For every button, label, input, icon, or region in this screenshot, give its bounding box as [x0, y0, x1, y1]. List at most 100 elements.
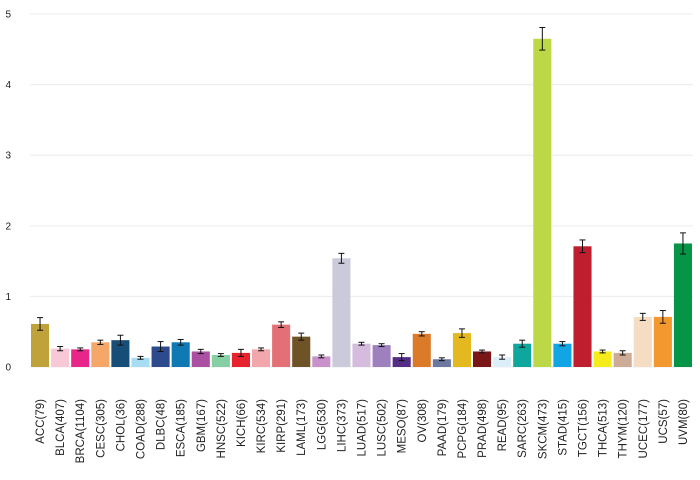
- error-bar-laml: [298, 332, 305, 341]
- y-tick-label: 0: [5, 363, 11, 374]
- error-bar-ov: [418, 331, 425, 337]
- error-bar-chol: [117, 334, 124, 346]
- bar-meso: [392, 357, 411, 367]
- error-bar-acc: [37, 317, 44, 331]
- error-bar-sarc: [519, 339, 526, 348]
- error-bar-tgct: [579, 239, 586, 254]
- bar-luad: [352, 343, 371, 367]
- y-axis-ticks: 0 1 2 3 4 5: [5, 10, 11, 374]
- y-tick-label: 5: [5, 10, 11, 21]
- bar-ucs: [653, 316, 672, 367]
- bar-prad: [473, 351, 492, 367]
- bar-ucec: [633, 316, 652, 367]
- bar-lgg: [312, 356, 331, 367]
- error-bar-uvm: [679, 232, 686, 255]
- bar-lihc: [332, 258, 351, 367]
- bar-kirc: [252, 349, 271, 367]
- x-tick-label: MESO(87): [397, 399, 409, 453]
- bar-read: [493, 357, 512, 367]
- error-bar-meso: [398, 353, 405, 362]
- x-tick-label: TGCT(156): [578, 399, 590, 457]
- x-tick-label: LAML(173): [296, 399, 308, 456]
- error-bar-thym: [619, 350, 626, 356]
- error-bar-stad: [559, 341, 566, 347]
- bar-kirp: [272, 324, 291, 367]
- error-bar-luad: [358, 341, 365, 346]
- x-tick-label: UCEC(177): [638, 399, 650, 459]
- error-bar-cesc: [97, 339, 104, 345]
- x-tick-label: STAD(415): [557, 399, 569, 456]
- error-bar-read: [499, 354, 506, 360]
- error-bar-kirc: [258, 347, 265, 352]
- error-bar-prad: [479, 349, 486, 354]
- error-bar-ucec: [639, 312, 646, 321]
- x-tick-label: LUAD(517): [357, 399, 369, 457]
- error-bar-coad: [137, 355, 144, 360]
- bar-lusc: [372, 345, 391, 367]
- x-tick-label: DLBC(48): [156, 399, 168, 450]
- error-bar-kirp: [278, 321, 285, 328]
- bar-chol: [111, 340, 130, 367]
- x-tick-label: CHOL(36): [115, 399, 127, 452]
- error-bar-dlbc: [157, 341, 164, 352]
- bar-dlbc: [151, 346, 170, 367]
- bar-ov: [412, 333, 431, 367]
- bar-stad: [553, 343, 572, 367]
- bar-acc: [31, 323, 50, 367]
- x-tick-label: READ(95): [497, 399, 509, 452]
- x-tick-label: SKCM(473): [537, 399, 549, 459]
- y-tick-label: 4: [5, 80, 11, 91]
- x-tick-label: PRAD(498): [477, 399, 489, 458]
- bar-gbm: [191, 351, 210, 367]
- x-tick-label: KIRP(291): [276, 399, 288, 453]
- x-tick-label: LIHC(373): [336, 399, 348, 452]
- y-tick-label: 1: [5, 292, 11, 303]
- bar-pcpg: [452, 333, 471, 367]
- bar-skcm: [533, 38, 552, 367]
- bar-brca: [71, 349, 90, 367]
- error-bar-paad: [438, 357, 445, 362]
- bar-coad: [131, 357, 150, 367]
- y-tick-label: 3: [5, 151, 11, 162]
- x-tick-label: BRCA(1104): [75, 399, 87, 464]
- x-tick-label: THCA(513): [598, 399, 610, 457]
- error-bar-pcpg: [458, 328, 465, 338]
- error-bar-gbm: [197, 348, 204, 355]
- error-bar-thca: [599, 349, 606, 354]
- x-tick-label: ESCA(185): [176, 399, 188, 457]
- x-tick-label: CESC(305): [95, 399, 107, 458]
- x-tick-label: THYM(120): [618, 399, 630, 459]
- bar-cesc: [91, 342, 110, 367]
- x-tick-label: KIRC(534): [256, 399, 268, 453]
- bar-kich: [231, 352, 250, 367]
- bar-sarc: [513, 343, 532, 367]
- bars: [31, 38, 692, 367]
- x-tick-label: UVM(80): [678, 399, 690, 445]
- x-axis-ticks: ACC(79) BLCA(407) BRCA(1104) CESC(305) CHOL(…: [35, 399, 690, 464]
- error-bar-ucs: [659, 310, 666, 324]
- x-tick-label: LGG(530): [316, 399, 328, 450]
- x-tick-label: BLCA(407): [55, 399, 67, 456]
- gridlines: [30, 13, 693, 368]
- error-bars: [37, 26, 686, 362]
- bar-thca: [593, 351, 612, 367]
- x-tick-label: UCS(57): [658, 399, 670, 444]
- bar-blca: [51, 348, 70, 367]
- error-bar-brca: [77, 347, 84, 352]
- x-tick-label: HNSC(522): [216, 399, 228, 459]
- bar-laml: [292, 336, 311, 367]
- error-bar-lihc: [338, 252, 345, 264]
- x-tick-label: LUSC(502): [377, 399, 389, 457]
- x-tick-label: COAD(288): [136, 399, 148, 459]
- error-bar-hnsc: [217, 353, 224, 357]
- x-tick-label: KICH(66): [236, 399, 248, 447]
- x-tick-label: PAAD(179): [437, 399, 449, 456]
- bar-hnsc: [211, 355, 230, 367]
- bar-uvm: [673, 243, 692, 367]
- error-bar-lusc: [378, 343, 385, 348]
- bar-thym: [613, 352, 632, 367]
- error-bar-lgg: [318, 354, 325, 359]
- error-bar-esca: [177, 338, 184, 346]
- error-bar-skcm: [539, 26, 546, 51]
